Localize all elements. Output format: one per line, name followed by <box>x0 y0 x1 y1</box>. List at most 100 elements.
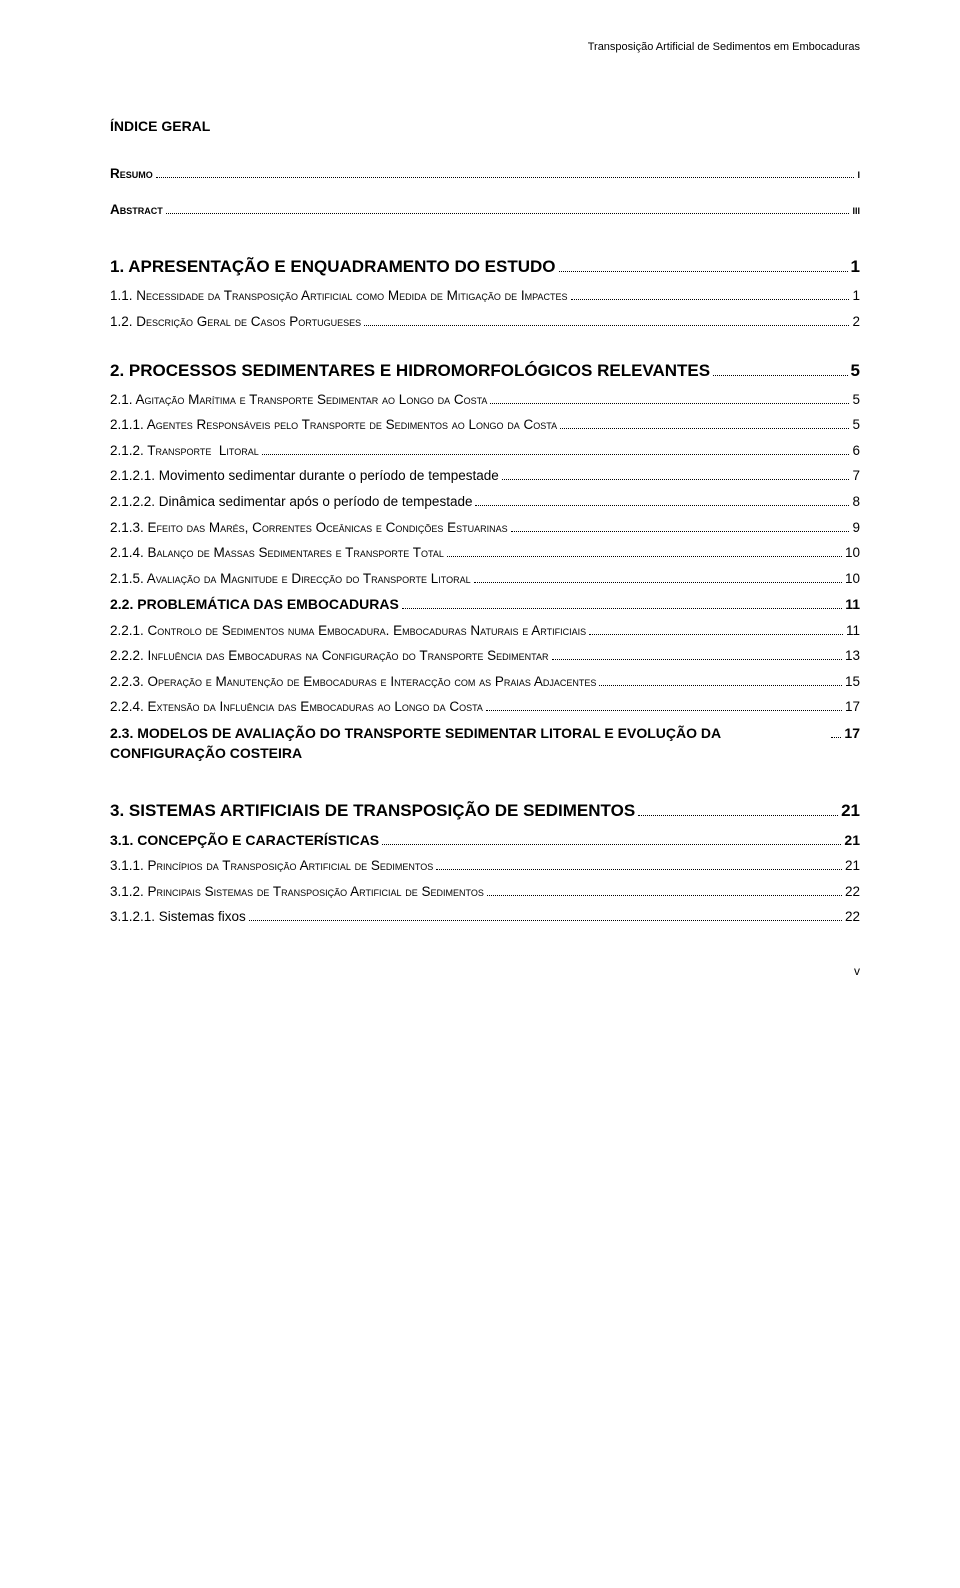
toc-entry-page: i <box>857 164 860 184</box>
toc-entry-label: 2.1.1. Agentes Responsáveis pelo Transpo… <box>110 415 557 435</box>
spacer <box>110 337 860 359</box>
toc-entry-label: 2.2.2. Influência das Embocaduras na Con… <box>110 646 549 666</box>
toc-entry-page: 17 <box>845 697 860 717</box>
toc-entry-label: 2.1.2.1. Movimento sedimentar durante o … <box>110 466 499 486</box>
toc-entry-page: 22 <box>845 882 860 902</box>
toc-leader <box>447 556 842 557</box>
toc-entry-page: 5 <box>852 415 860 435</box>
toc-entry-label: 1.1. Necessidade da Transposição Artific… <box>110 286 568 306</box>
toc-entry: 2.1.5. Avaliação da Magnitude e Direcção… <box>110 569 860 589</box>
toc-entry-page: 21 <box>845 856 860 876</box>
toc-entry: 2.2. PROBLEMÁTICA DAS EMBOCADURAS 11 <box>110 594 860 614</box>
toc-entry: 2.1.4. Balanço de Massas Sedimentares e … <box>110 543 860 563</box>
toc-entry: 2. PROCESSOS SEDIMENTARES E HIDROMORFOLÓ… <box>110 359 860 384</box>
toc-entry-label: 2.2.4. Extensão da Influência das Emboca… <box>110 697 483 717</box>
toc-leader <box>589 634 843 635</box>
toc-entry: 3.1.2.1. Sistemas fixos 22 <box>110 907 860 927</box>
toc-entry: 2.2.2. Influência das Embocaduras na Con… <box>110 646 860 666</box>
toc-entry: 3.1.1. Princípios da Transposição Artifi… <box>110 856 860 876</box>
toc-entry: 1.2. Descrição Geral de Casos Portuguese… <box>110 312 860 332</box>
toc-entry-label: 2.2.3. Operação e Manutenção de Embocadu… <box>110 672 596 692</box>
toc-entry-label: 1. APRESENTAÇÃO E ENQUADRAMENTO DO ESTUD… <box>110 255 556 280</box>
toc-entry-label: 2.1.2.2. Dinâmica sedimentar após o perí… <box>110 492 472 512</box>
toc-entry-label: 1.2. Descrição Geral de Casos Portuguese… <box>110 312 361 332</box>
toc-entry: 2.1.1. Agentes Responsáveis pelo Transpo… <box>110 415 860 435</box>
toc-entry-label: 3.1.2. Principais Sistemas de Transposiç… <box>110 882 484 902</box>
running-header: Transposição Artificial de Sedimentos em… <box>110 40 860 56</box>
toc-entry-page: 9 <box>852 518 860 538</box>
toc-leader <box>831 737 841 738</box>
toc-leader <box>502 479 850 480</box>
spacer <box>110 190 860 200</box>
toc-entry: 2.1. Agitação Marítima e Transporte Sedi… <box>110 390 860 410</box>
toc-entry-label: 3.1.1. Princípios da Transposição Artifi… <box>110 856 433 876</box>
toc-leader <box>552 659 842 660</box>
toc-leader <box>511 531 850 532</box>
toc-entry-label: 2. PROCESSOS SEDIMENTARES E HIDROMORFOLÓ… <box>110 359 710 384</box>
toc-entry-label: 3. SISTEMAS ARTIFICIAIS DE TRANSPOSIÇÃO … <box>110 799 635 824</box>
page-number: v <box>110 963 860 980</box>
toc-entry: 3. SISTEMAS ARTIFICIAIS DE TRANSPOSIÇÃO … <box>110 799 860 824</box>
table-of-contents: Resumo i Abstract iii 1. APRESENTAÇÃO E ENQU… <box>110 164 860 927</box>
toc-entry-page: 11 <box>845 594 860 614</box>
spacer <box>110 225 860 255</box>
toc-entry-page: 8 <box>852 492 860 512</box>
toc-leader <box>382 844 841 845</box>
toc-leader <box>166 213 850 214</box>
toc-entry-label: 2.1. Agitação Marítima e Transporte Sedi… <box>110 390 487 410</box>
toc-entry: 3.1. CONCEPÇÃO E CARACTERÍSTICAS 21 <box>110 830 860 850</box>
toc-leader <box>475 505 849 506</box>
toc-entry-page: 15 <box>845 672 860 692</box>
toc-entry: 2.2.1. Controlo de Sedimentos numa Emboc… <box>110 621 860 641</box>
toc-entry-label: 2.3. MODELOS DE AVALIAÇÃO DO TRANSPORTE … <box>110 723 828 764</box>
toc-leader <box>560 428 849 429</box>
toc-entry-label: 2.2.1. Controlo de Sedimentos numa Emboc… <box>110 621 586 641</box>
toc-entry: 2.3. MODELOS DE AVALIAÇÃO DO TRANSPORTE … <box>110 723 860 764</box>
toc-entry: 2.1.3. Efeito das Marés, Correntes Oceân… <box>110 518 860 538</box>
toc-leader <box>713 375 847 376</box>
toc-entry-page: 6 <box>852 441 860 461</box>
toc-entry-page: 10 <box>845 543 860 563</box>
spacer <box>110 769 860 799</box>
toc-entry-label: 2.1.4. Balanço de Massas Sedimentares e … <box>110 543 444 563</box>
toc-entry-page: 10 <box>845 569 860 589</box>
toc-entry-label: Resumo <box>110 164 153 184</box>
toc-entry-label: Abstract <box>110 200 163 220</box>
toc-entry-page: 5 <box>852 390 860 410</box>
toc-entry-label: 2.1.5. Avaliação da Magnitude e Direcção… <box>110 569 471 589</box>
index-title: ÍNDICE GERAL <box>110 116 860 136</box>
toc-leader <box>559 271 848 272</box>
toc-entry-page: 1 <box>852 286 860 306</box>
toc-entry: 2.1.2.1. Movimento sedimentar durante o … <box>110 466 860 486</box>
toc-entry-page: iii <box>852 200 860 220</box>
toc-entry-label: 3.1.2.1. Sistemas fixos <box>110 907 246 927</box>
toc-entry: Resumo i <box>110 164 860 184</box>
toc-leader <box>249 920 842 921</box>
toc-entry: 2.2.3. Operação e Manutenção de Embocadu… <box>110 672 860 692</box>
toc-entry-label: 2.2. PROBLEMÁTICA DAS EMBOCADURAS <box>110 594 399 614</box>
toc-leader <box>490 403 849 404</box>
toc-entry-page: 1 <box>851 255 860 280</box>
toc-entry-page: 13 <box>845 646 860 666</box>
toc-entry: 1. APRESENTAÇÃO E ENQUADRAMENTO DO ESTUD… <box>110 255 860 280</box>
toc-entry: 1.1. Necessidade da Transposição Artific… <box>110 286 860 306</box>
toc-entry-page: 22 <box>845 907 860 927</box>
toc-entry-page: 7 <box>852 466 860 486</box>
toc-leader <box>474 582 842 583</box>
toc-entry: Abstract iii <box>110 200 860 220</box>
toc-entry: 2.2.4. Extensão da Influência das Emboca… <box>110 697 860 717</box>
toc-entry-page: 11 <box>846 621 860 641</box>
toc-entry-page: 21 <box>841 799 860 824</box>
toc-leader <box>364 325 849 326</box>
toc-leader <box>599 685 842 686</box>
toc-leader <box>486 710 842 711</box>
toc-entry-page: 21 <box>844 830 860 850</box>
toc-entry-page: 2 <box>852 312 860 332</box>
toc-entry-label: 2.1.3. Efeito das Marés, Correntes Oceân… <box>110 518 508 538</box>
toc-entry-label: 3.1. CONCEPÇÃO E CARACTERÍSTICAS <box>110 830 379 850</box>
toc-leader <box>402 608 842 609</box>
toc-entry: 3.1.2. Principais Sistemas de Transposiç… <box>110 882 860 902</box>
toc-leader <box>156 177 855 178</box>
toc-entry-label: 2.1.2. Transporte Litoral <box>110 441 259 461</box>
toc-entry-page: 17 <box>844 723 860 743</box>
